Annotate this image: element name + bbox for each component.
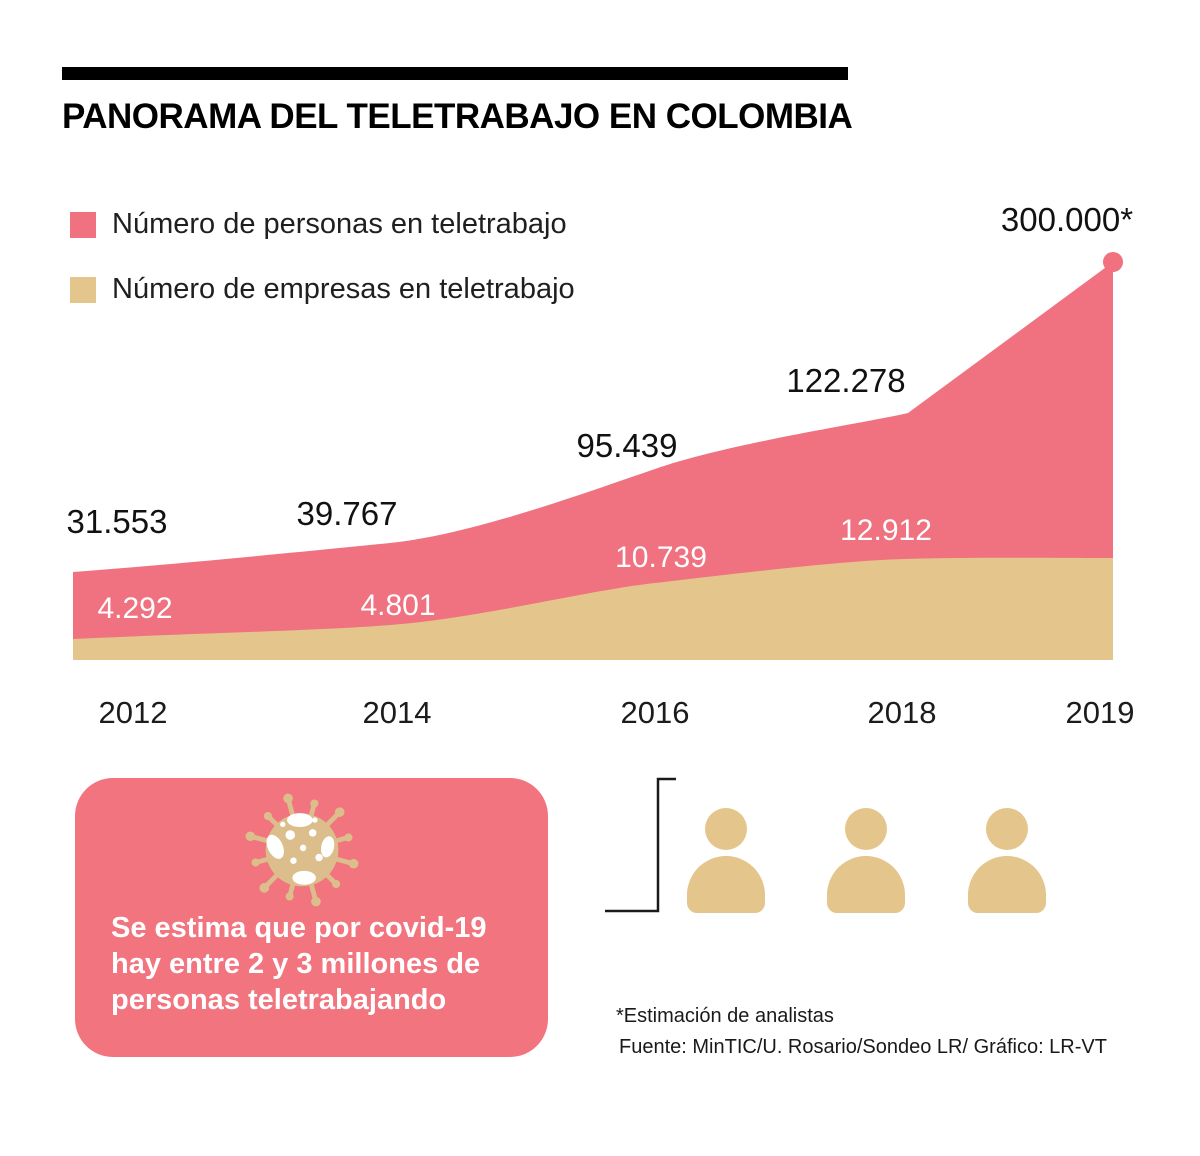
axis-label-2014: 2014 — [362, 695, 432, 730]
callout-text-line-2: hay entre 2 y 3 millones de — [111, 948, 481, 980]
value-label-empresas-2012: 4.292 — [97, 592, 173, 625]
value-label-empresas-2014: 4.801 — [360, 589, 436, 622]
virus-spots — [266, 813, 335, 885]
axis-label-2016: 2016 — [620, 695, 690, 730]
person-head-icon — [705, 808, 747, 850]
legend-item-personas: Número de personas en teletrabajo — [70, 208, 567, 241]
axis-label-2019: 2019 — [1065, 695, 1135, 730]
person-head-icon — [845, 808, 887, 850]
callout-text-line-1: Se estima que por covid-19 — [111, 912, 487, 944]
callout-text: Se estima que por covid-19 hay entre 2 y… — [111, 910, 487, 1018]
value-label-personas-2014: 39.767 — [296, 495, 398, 532]
value-label-personas-2016: 95.439 — [576, 427, 678, 464]
page-title: PANORAMA DEL TELETRABAJO EN COLOMBIA — [62, 97, 853, 136]
person-body-icon — [687, 856, 765, 913]
footnote-estimation: *Estimación de analistas — [616, 1005, 834, 1027]
footnote-source: Fuente: MinTIC/U. Rosario/Sondeo LR/ Grá… — [619, 1036, 1107, 1058]
virus-icon — [245, 793, 359, 907]
legend-label-personas: Número de personas en teletrabajo — [112, 208, 567, 240]
person-icon-1 — [687, 808, 765, 914]
value-label-personas-2018: 122.278 — [786, 362, 906, 399]
legend-swatch-personas — [70, 211, 96, 238]
legend-swatch-empresas — [70, 276, 96, 303]
person-body-icon — [827, 856, 905, 913]
bracket-line — [605, 777, 676, 913]
person-body-icon — [968, 856, 1046, 913]
peak-dot — [1103, 252, 1123, 272]
top-rule — [62, 67, 848, 80]
callout-text-line-3: personas teletrabajando — [111, 984, 447, 1016]
virus-spikes — [245, 793, 359, 907]
legend-label-empresas: Número de empresas en teletrabajo — [112, 273, 575, 305]
legend-item-empresas: Número de empresas en teletrabajo — [70, 273, 575, 306]
value-label-personas-2019: 300.000* — [1000, 201, 1134, 238]
value-label-personas-2012: 31.553 — [66, 503, 168, 540]
footnotes: *Estimación de analistas Fuente: MinTIC/… — [616, 1001, 1107, 1063]
person-icon-2 — [827, 808, 905, 914]
value-label-empresas-2016: 10.739 — [615, 541, 707, 574]
empresas-area — [73, 557, 1113, 660]
value-label-empresas-2018: 12.912 — [840, 514, 932, 547]
person-icon-3 — [968, 808, 1046, 914]
personas-area — [73, 262, 1113, 660]
axis-label-2012: 2012 — [98, 695, 168, 730]
axis-label-2018: 2018 — [867, 695, 937, 730]
person-head-icon — [986, 808, 1028, 850]
